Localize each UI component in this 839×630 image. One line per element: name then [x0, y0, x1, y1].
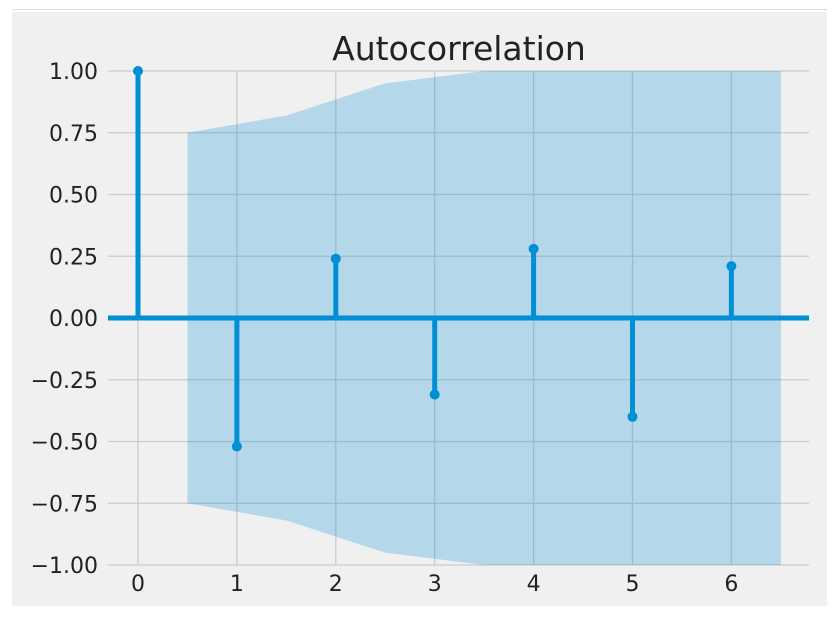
y-tick-label: 0.50 — [49, 184, 98, 209]
grid-lines — [108, 70, 809, 566]
y-tick-label: 0.25 — [49, 245, 98, 270]
stem-marker — [726, 261, 737, 272]
y-tick-label: −1.00 — [31, 554, 98, 579]
x-tick-label: 2 — [329, 572, 343, 597]
y-tick-label: −0.50 — [31, 431, 98, 456]
stem-marker — [231, 441, 242, 452]
figure-background — [12, 12, 827, 606]
stem-marker — [627, 411, 638, 422]
x-tick-label: 5 — [626, 572, 640, 597]
y-tick-label: −0.25 — [31, 369, 98, 394]
x-tick-label: 0 — [131, 572, 145, 597]
stems-group — [133, 66, 737, 452]
top-divider-line — [12, 9, 827, 10]
x-tick-labels: 0 1 2 3 4 5 6 — [131, 572, 738, 597]
y-tick-label: −0.75 — [31, 492, 98, 517]
y-tick-label: 0.00 — [49, 307, 98, 332]
x-tick-label: 6 — [724, 572, 738, 597]
stem-marker — [528, 243, 539, 254]
y-tick-labels: 1.00 0.75 0.50 0.25 0.00 −0.25 −0.50 −0.75 −1.00 — [31, 60, 98, 579]
y-tick-label: 1.00 — [49, 60, 98, 85]
x-tick-label: 1 — [230, 572, 244, 597]
stem-marker — [429, 389, 440, 400]
y-tick-label: 0.75 — [49, 122, 98, 147]
stem-marker — [330, 253, 341, 264]
x-tick-label: 3 — [428, 572, 442, 597]
chart-title: Autocorrelation — [332, 29, 586, 68]
stem-marker — [133, 66, 143, 76]
x-tick-label: 4 — [527, 572, 541, 597]
